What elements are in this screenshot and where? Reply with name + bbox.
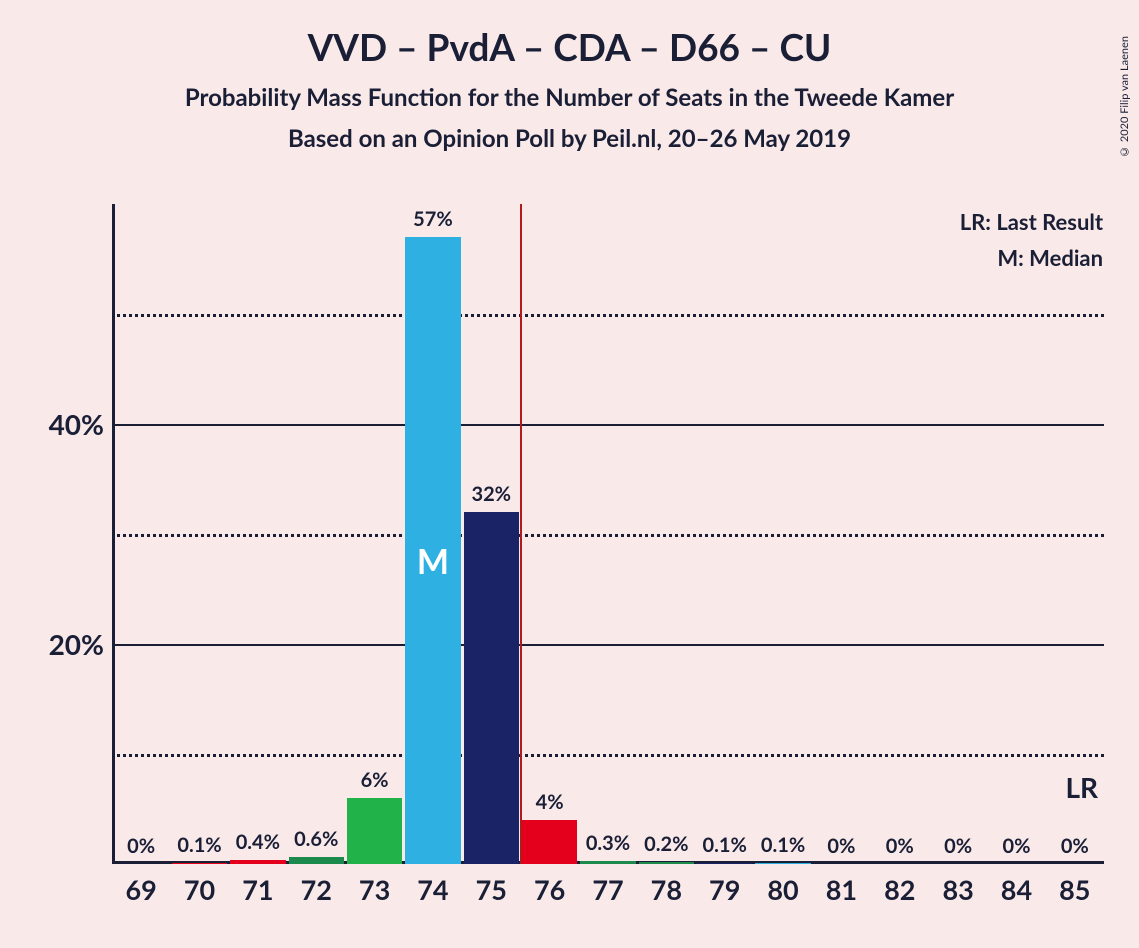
grid-minor-line	[112, 314, 1104, 317]
x-axis-tick: 74	[417, 873, 448, 906]
y-axis-label: 40%	[8, 407, 104, 441]
bar-value-label: 0%	[127, 834, 155, 858]
bar-value-label: 0%	[827, 834, 855, 858]
x-axis-tick: 75	[476, 873, 507, 906]
y-axis-label: 20%	[8, 627, 104, 661]
bar-value-label: 0.2%	[644, 832, 688, 856]
copyright-label: © 2020 Filip van Laenen	[1118, 36, 1131, 158]
bar	[172, 863, 227, 864]
bar-value-label: 57%	[413, 207, 453, 231]
x-axis-tick: 84	[1001, 873, 1032, 906]
bar	[755, 863, 810, 864]
plot-region: LR0%690.1%700.4%710.6%726%7357%7432%754%…	[112, 204, 1104, 864]
x-axis-tick: 73	[359, 873, 390, 906]
x-axis-tick: 76	[534, 873, 565, 906]
bar-value-label: 0%	[1002, 834, 1030, 858]
bar-value-label: 4%	[536, 790, 564, 814]
chart-title: VVD – PvdA – CDA – D66 – CU	[0, 24, 1139, 69]
bar-value-label: 0.3%	[586, 831, 630, 855]
x-axis-tick: 85	[1059, 873, 1090, 906]
x-axis-tick: 80	[767, 873, 798, 906]
bar	[230, 860, 285, 864]
x-axis-tick: 71	[242, 873, 273, 906]
bar-value-label: 32%	[471, 482, 511, 506]
grid-major-line	[112, 424, 1104, 426]
last-result-line	[520, 204, 522, 864]
bar	[464, 512, 519, 864]
x-axis-tick: 77	[592, 873, 623, 906]
lr-axis-label: LR	[1065, 770, 1098, 804]
grid-minor-line	[112, 754, 1104, 757]
x-axis-tick: 83	[942, 873, 973, 906]
x-axis-tick: 82	[884, 873, 915, 906]
x-axis-tick: 69	[126, 873, 157, 906]
x-axis-tick: 81	[826, 873, 857, 906]
x-axis-tick: 72	[301, 873, 332, 906]
bar	[639, 862, 694, 864]
bar	[522, 820, 577, 864]
bar-value-label: 0%	[944, 834, 972, 858]
bar-value-label: 0.1%	[177, 833, 221, 857]
x-axis-tick: 79	[709, 873, 740, 906]
bar-value-label: 0.4%	[236, 830, 280, 854]
bar-value-label: 0%	[1061, 834, 1089, 858]
bar-value-label: 0%	[886, 834, 914, 858]
median-label: M	[417, 541, 449, 582]
bar-value-label: 0.1%	[703, 833, 747, 857]
chart-subtitle-1: Probability Mass Function for the Number…	[0, 83, 1139, 112]
x-axis-tick: 78	[651, 873, 682, 906]
chart-subtitle-2: Based on an Opinion Poll by Peil.nl, 20–…	[0, 124, 1139, 153]
bar	[347, 798, 402, 864]
bar-value-label: 0.6%	[294, 827, 338, 851]
bar	[580, 861, 635, 864]
bar	[697, 863, 752, 864]
grid-minor-line	[112, 534, 1104, 537]
bar-value-label: 0.1%	[761, 833, 805, 857]
x-axis-tick: 70	[184, 873, 215, 906]
grid-major-line	[112, 644, 1104, 646]
chart-area: LR0%690.1%700.4%710.6%726%7357%7432%754%…	[112, 204, 1104, 864]
bar-value-label: 6%	[361, 768, 389, 792]
bar	[289, 857, 344, 864]
